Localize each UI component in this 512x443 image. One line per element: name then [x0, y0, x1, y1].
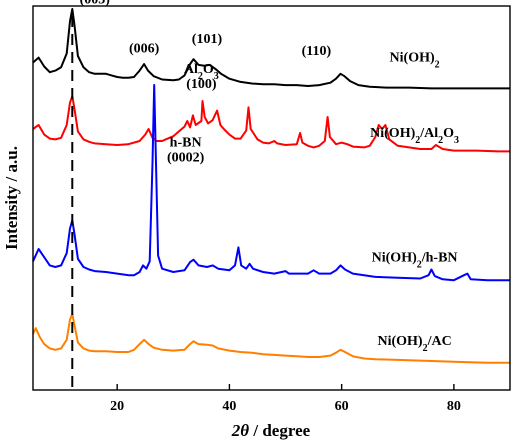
text-run: 2 [435, 59, 440, 70]
text-run: (100) [186, 77, 217, 92]
peak-annotation: (003) [80, 0, 111, 7]
text-run: Ni(OH) [370, 126, 415, 141]
text-run: (110) [302, 44, 332, 59]
x-axis-title-unit: / degree [249, 421, 311, 440]
peak-annotation: Al2O3 [184, 62, 219, 82]
text-run: (0002) [167, 151, 205, 166]
y-axis-title: Intensity / a.u. [2, 146, 21, 250]
text-run: O [443, 126, 454, 141]
x-tick-label: 40 [222, 399, 236, 414]
text-run: (003) [80, 0, 111, 7]
x-tick-label: 60 [335, 399, 349, 414]
x-tick-label: 80 [447, 399, 461, 414]
series-line-1 [32, 95, 510, 153]
series-label-0: Ni(OH)2 [390, 51, 440, 71]
peak-annotation: h-BN [170, 136, 202, 151]
text-run: O [203, 62, 214, 77]
peak-annotation: (110) [302, 44, 332, 59]
text-run: 2 [423, 342, 428, 353]
text-run: 2 [417, 259, 422, 270]
series-label-layer: Ni(OH)2Ni(OH)2/Al2O3Ni(OH)2/h-BNNi(OH)2/… [370, 51, 459, 354]
peak-annotation: (101) [192, 32, 223, 47]
text-run: h-BN [170, 136, 202, 151]
text-run: Ni(OH) [372, 250, 417, 265]
series-label-3: Ni(OH)2/AC [377, 334, 451, 354]
series-line-2 [32, 84, 510, 282]
text-run: /Al [419, 126, 438, 141]
text-run: 3 [454, 135, 459, 146]
text-run: /AC [427, 334, 452, 349]
text-run: (101) [192, 32, 223, 47]
peak-annotation: (0002) [167, 151, 205, 166]
x-ticks: 20 40 60 80 [110, 384, 461, 414]
x-axis-title: 2θ / degree [231, 421, 311, 440]
series-label-2: Ni(OH)2/h-BN [372, 250, 458, 270]
text-run: /h-BN [421, 250, 458, 265]
text-run: Al [184, 62, 198, 77]
text-run: 2 [438, 135, 443, 146]
text-run: Ni(OH) [390, 51, 435, 66]
text-run: 2 [198, 71, 203, 82]
annotation-layer: (003) (006) (101) (110) Al2O3(100) h-BN(0002) [80, 0, 332, 166]
x-tick-label: 20 [110, 399, 124, 414]
text-run: 2 [415, 135, 420, 146]
peak-annotation: (100) [186, 77, 217, 92]
series-label-1: Ni(OH)2/Al2O3 [370, 126, 459, 146]
text-run: Ni(OH) [377, 334, 422, 349]
x-axis-title-symbol: 2θ [231, 421, 250, 440]
text-run: 3 [214, 71, 219, 82]
text-run: (006) [129, 42, 160, 57]
peak-annotation: (006) [129, 42, 160, 57]
plot-frame [32, 5, 511, 391]
series-line-0 [32, 8, 510, 90]
